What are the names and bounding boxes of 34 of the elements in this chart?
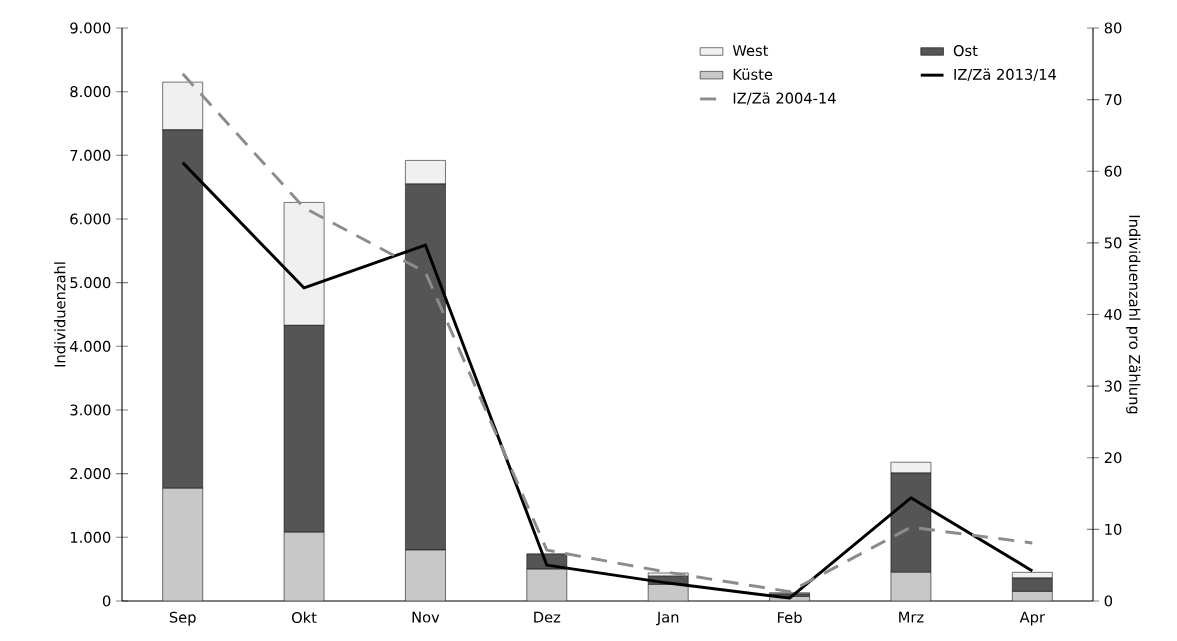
y2-axis-title: Individuenzahl pro Zählung — [1126, 215, 1141, 414]
y2-tick-label: 60 — [1104, 165, 1122, 177]
x-tick-label: Okt — [291, 611, 317, 624]
y-tick-label: 0 — [102, 595, 111, 607]
x-tick-label: Apr — [1019, 611, 1045, 626]
y2-tick-label: 40 — [1104, 308, 1122, 321]
y2-tick-label: 80 — [1104, 22, 1122, 34]
x-tick-label: Nov — [412, 611, 440, 623]
y-axis-title: Individuenzahl — [54, 262, 66, 367]
y-tick-label: 7.000 — [70, 149, 111, 161]
y-tick-label: 3.000 — [70, 404, 111, 416]
y2-tick-label: 50 — [1104, 237, 1122, 249]
y-tick-label: 1.000 — [70, 531, 111, 543]
y-tick-label: 5.000 — [70, 277, 111, 289]
y-tick-label: 4.000 — [70, 340, 111, 352]
legend-label: Ost — [953, 45, 978, 57]
x-tick-label: Sep — [169, 611, 196, 626]
legend-label: IZ/Zä 2013/14 — [954, 68, 1057, 82]
x-tick-label: Dez — [534, 611, 561, 623]
y-tick-label: 8.000 — [70, 86, 111, 98]
x-tick-label: Mrz — [899, 611, 924, 623]
y2-tick-label: 0 — [1104, 595, 1113, 607]
legend-label: West — [732, 45, 769, 57]
x-tick-label: Feb — [778, 611, 802, 624]
y2-tick-label: 20 — [1104, 452, 1122, 464]
y-tick-label: 6.000 — [70, 213, 111, 225]
y2-tick-label: 70 — [1104, 94, 1122, 106]
y2-tick-label: 10 — [1105, 523, 1122, 535]
y2-tick-label: 30 — [1104, 380, 1122, 392]
legend-label: Küste — [733, 68, 773, 80]
y-tick-label: 9.000 — [70, 22, 111, 34]
x-tick-label: Jan — [656, 611, 679, 626]
y-tick-label: 2.000 — [70, 468, 111, 480]
legend-label: IZ/Zä 2004-14 — [733, 92, 836, 105]
